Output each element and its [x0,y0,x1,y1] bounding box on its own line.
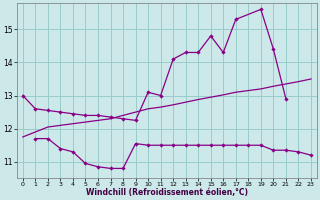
X-axis label: Windchill (Refroidissement éolien,°C): Windchill (Refroidissement éolien,°C) [86,188,248,197]
